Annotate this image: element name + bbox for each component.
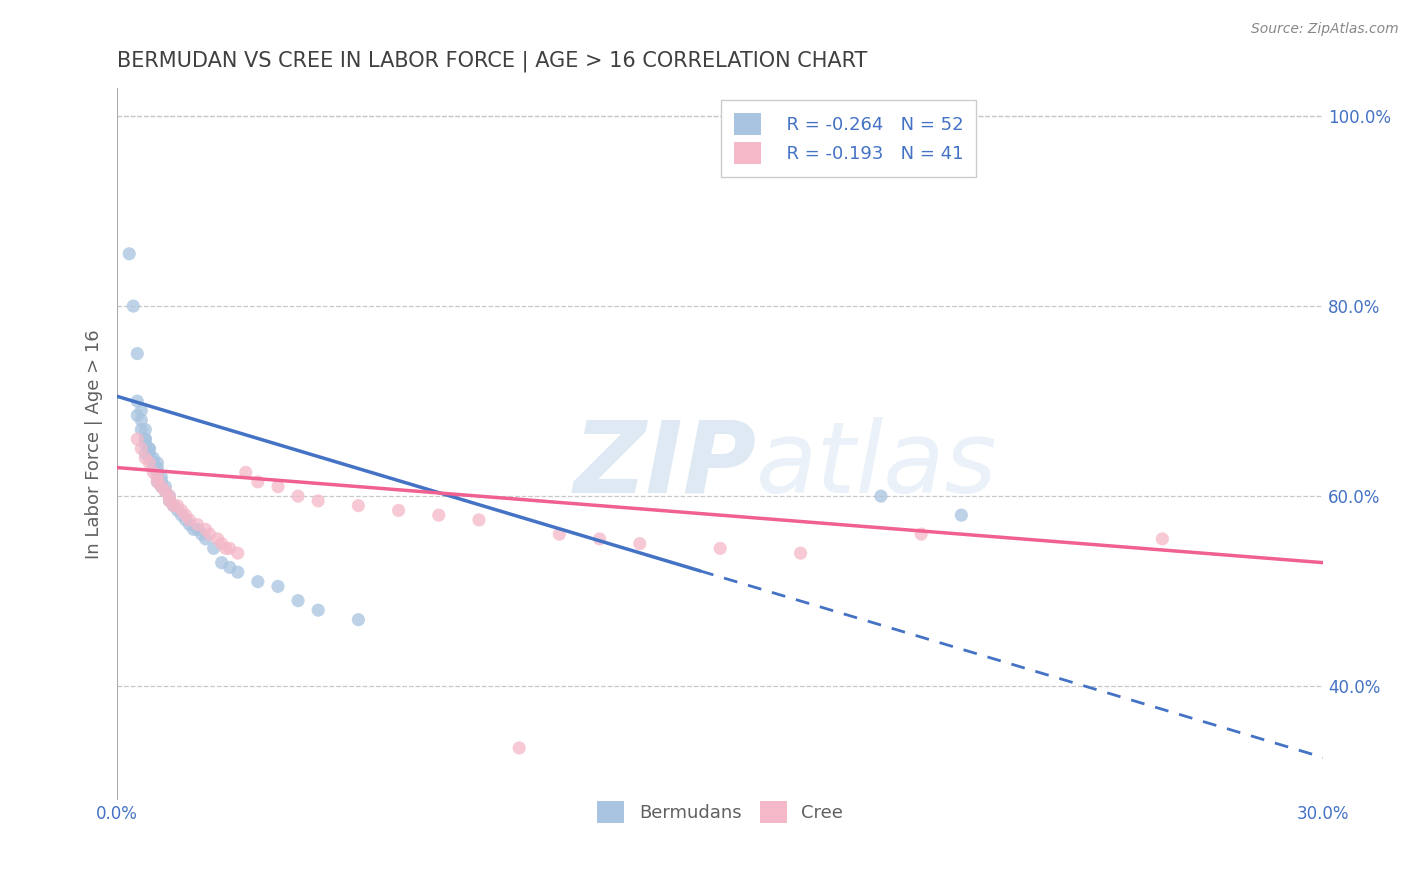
Point bbox=[131, 442, 153, 456]
Point bbox=[127, 346, 149, 360]
Point bbox=[267, 480, 290, 494]
Point bbox=[138, 446, 160, 460]
Point bbox=[134, 451, 156, 466]
Point bbox=[267, 579, 290, 593]
Point bbox=[134, 432, 156, 446]
Point bbox=[211, 536, 233, 550]
Point bbox=[190, 527, 212, 541]
Point bbox=[387, 503, 409, 517]
Point bbox=[211, 556, 233, 570]
Point bbox=[179, 513, 201, 527]
Point bbox=[183, 522, 205, 536]
Point bbox=[307, 494, 329, 508]
Point bbox=[202, 541, 225, 556]
Point bbox=[194, 532, 217, 546]
Point bbox=[162, 499, 184, 513]
Point bbox=[134, 432, 156, 446]
Point bbox=[789, 546, 811, 560]
Point bbox=[138, 442, 160, 456]
Point bbox=[150, 480, 173, 494]
Point bbox=[226, 565, 249, 579]
Point bbox=[127, 394, 149, 409]
Point bbox=[127, 409, 149, 423]
Point bbox=[468, 513, 491, 527]
Point bbox=[146, 475, 169, 489]
Point bbox=[170, 508, 193, 523]
Point bbox=[198, 527, 221, 541]
Point bbox=[150, 480, 173, 494]
Point bbox=[159, 494, 181, 508]
Point bbox=[138, 442, 160, 456]
Point bbox=[170, 503, 193, 517]
Text: ZIP: ZIP bbox=[574, 417, 756, 514]
Point bbox=[127, 432, 149, 446]
Point bbox=[118, 247, 141, 261]
Point bbox=[146, 456, 169, 470]
Point bbox=[910, 527, 932, 541]
Y-axis label: In Labor Force | Age > 16: In Labor Force | Age > 16 bbox=[86, 329, 103, 558]
Point bbox=[174, 513, 197, 527]
Point bbox=[588, 532, 610, 546]
Point bbox=[155, 484, 177, 499]
Point bbox=[142, 456, 165, 470]
Point bbox=[950, 508, 973, 523]
Point bbox=[155, 484, 177, 499]
Point bbox=[122, 299, 145, 313]
Point bbox=[142, 451, 165, 466]
Point bbox=[508, 741, 530, 756]
Point bbox=[287, 489, 309, 503]
Point bbox=[138, 451, 160, 466]
Text: atlas: atlas bbox=[756, 417, 998, 514]
Point bbox=[347, 499, 370, 513]
Point bbox=[138, 456, 160, 470]
Point bbox=[159, 494, 181, 508]
Point bbox=[187, 522, 209, 536]
Point bbox=[142, 460, 165, 475]
Text: BERMUDAN VS CREE IN LABOR FORCE | AGE > 16 CORRELATION CHART: BERMUDAN VS CREE IN LABOR FORCE | AGE > … bbox=[117, 51, 868, 72]
Point bbox=[628, 536, 651, 550]
Legend: Bermudans, Cree: Bermudans, Cree bbox=[586, 790, 853, 834]
Point bbox=[150, 470, 173, 484]
Point bbox=[146, 475, 169, 489]
Point bbox=[159, 489, 181, 503]
Point bbox=[166, 503, 188, 517]
Point bbox=[427, 508, 450, 523]
Point bbox=[179, 517, 201, 532]
Point bbox=[709, 541, 731, 556]
Point bbox=[134, 423, 156, 437]
Point bbox=[226, 546, 249, 560]
Point bbox=[235, 466, 257, 480]
Point bbox=[131, 403, 153, 417]
Point bbox=[246, 574, 269, 589]
Point bbox=[215, 541, 238, 556]
Point bbox=[150, 475, 173, 489]
Point bbox=[218, 560, 240, 574]
Point bbox=[207, 532, 229, 546]
Point bbox=[131, 413, 153, 427]
Point bbox=[548, 527, 571, 541]
Point bbox=[134, 437, 156, 451]
Point bbox=[194, 522, 217, 536]
Text: Source: ZipAtlas.com: Source: ZipAtlas.com bbox=[1251, 22, 1399, 37]
Point bbox=[146, 470, 169, 484]
Point bbox=[142, 466, 165, 480]
Point bbox=[155, 480, 177, 494]
Point bbox=[187, 517, 209, 532]
Point bbox=[146, 466, 169, 480]
Point bbox=[1152, 532, 1174, 546]
Point bbox=[307, 603, 329, 617]
Point bbox=[347, 613, 370, 627]
Point bbox=[159, 489, 181, 503]
Point bbox=[134, 446, 156, 460]
Point bbox=[246, 475, 269, 489]
Point bbox=[146, 470, 169, 484]
Point bbox=[166, 499, 188, 513]
Point bbox=[162, 499, 184, 513]
Point bbox=[146, 460, 169, 475]
Point bbox=[287, 593, 309, 607]
Point bbox=[870, 489, 893, 503]
Point bbox=[174, 508, 197, 523]
Point bbox=[131, 423, 153, 437]
Point bbox=[218, 541, 240, 556]
